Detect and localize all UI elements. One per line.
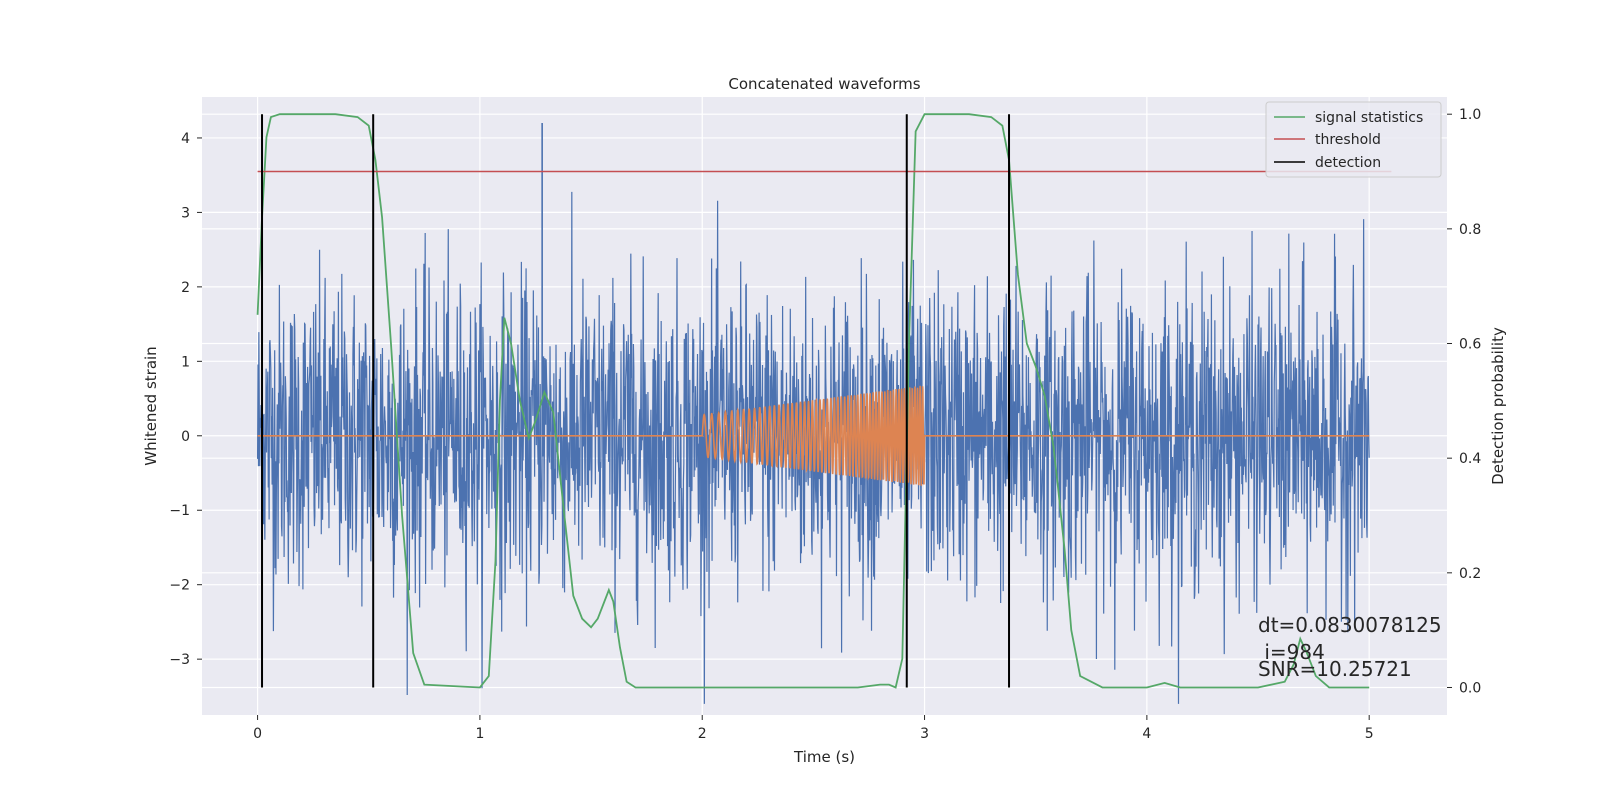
y-tick-label: 0 — [181, 429, 190, 445]
annotations: dt=0.0830078125 i=984 SNR=10.25721 — [1258, 613, 1442, 681]
template-chirp-line — [257, 385, 1370, 486]
legend-box — [1265, 101, 1442, 178]
y-tick-label-right: 0.8 — [1459, 222, 1481, 238]
x-tick-label: 0 — [253, 726, 262, 742]
legend-label-detection: detection — [1315, 155, 1381, 171]
y-tick-label: −3 — [169, 652, 190, 668]
y-tick-label-right: 0.4 — [1459, 451, 1481, 467]
y-axis-label: Whitened strain — [142, 346, 160, 465]
signal-statistics-line — [256, 113, 1370, 689]
y-tick-label: 2 — [181, 280, 190, 296]
y-tick-label: 4 — [181, 131, 190, 147]
annotation-snr: SNR=10.25721 — [1258, 657, 1412, 681]
x-tick-label: 4 — [1142, 726, 1151, 742]
x-tick-label: 5 — [1365, 726, 1374, 742]
annotation-dt: dt=0.0830078125 — [1258, 613, 1442, 637]
y-tick-label-right: 0.0 — [1459, 680, 1481, 696]
x-axis-label: Time (s) — [793, 748, 855, 766]
y-tick-label-right: 0.6 — [1459, 337, 1481, 353]
data-layer — [256, 113, 1392, 704]
legend: signal statistics threshold detection — [1265, 101, 1442, 178]
x-tick-label: 1 — [475, 726, 484, 742]
y-tick-label: −1 — [169, 503, 190, 519]
y-tick-label-right: 0.2 — [1459, 566, 1481, 582]
legend-label-threshold: threshold — [1315, 132, 1381, 148]
y-tick-label: −2 — [169, 578, 190, 594]
legend-label-signal: signal statistics — [1315, 110, 1423, 126]
y-axis-label-right: Detection probability — [1489, 327, 1507, 485]
axes: 0 1 2 3 4 5 −3 −2 −1 0 1 2 3 4 0.0 0.2 0.4 0.6 0.8 1.0 — [169, 107, 1481, 742]
x-tick-label: 3 — [920, 726, 929, 742]
y-tick-label-right: 1.0 — [1459, 107, 1481, 123]
y-tick-label: 3 — [181, 205, 190, 221]
x-tick-label: 2 — [698, 726, 707, 742]
chart-title: Concatenated waveforms — [728, 75, 920, 93]
y-tick-label: 1 — [181, 354, 190, 370]
annotation-i: i=984 — [1258, 640, 1325, 664]
